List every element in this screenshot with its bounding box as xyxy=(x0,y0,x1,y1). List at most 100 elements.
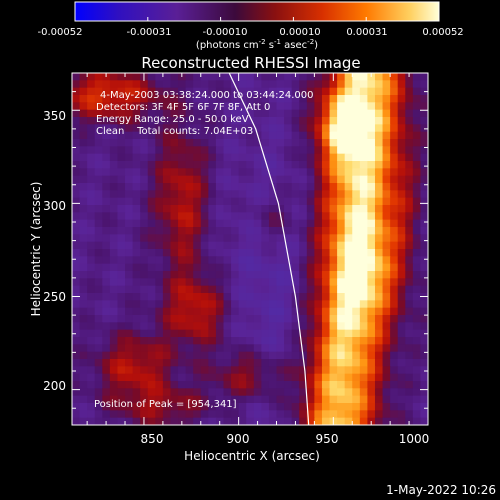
heatmap-cell xyxy=(79,381,88,389)
heatmap-cell xyxy=(193,197,202,206)
heatmap-cell xyxy=(170,300,179,309)
heatmap-cell xyxy=(321,219,331,228)
heatmap-cell xyxy=(170,395,179,404)
heatmap-cell xyxy=(268,381,278,389)
heatmap-cell xyxy=(102,337,111,345)
heatmap-cell xyxy=(321,271,331,279)
heatmap-cell xyxy=(155,329,164,338)
heatmap-cell xyxy=(367,300,376,309)
heatmap-cell xyxy=(382,351,391,360)
heatmap-cell xyxy=(208,153,217,162)
heatmap-cell xyxy=(215,359,225,367)
heatmap-cell xyxy=(314,131,323,140)
heatmap-cell xyxy=(367,117,376,125)
heatmap-cell xyxy=(132,329,141,338)
heatmap-cell xyxy=(79,410,88,419)
heatmap-cell xyxy=(420,337,428,345)
heatmap-cell xyxy=(299,87,308,96)
heatmap-cell xyxy=(170,131,179,140)
heatmap-cell xyxy=(132,131,141,140)
heatmap-cell xyxy=(284,241,293,250)
heatmap-cell xyxy=(367,153,376,162)
heatmap-cell xyxy=(337,131,346,140)
heatmap-cell xyxy=(94,403,103,411)
heatmap-cell xyxy=(162,161,172,169)
heatmap-cell xyxy=(390,117,399,125)
heatmap-cell xyxy=(72,175,81,184)
heatmap-cell xyxy=(306,139,315,147)
heatmap-cell xyxy=(261,249,270,257)
heatmap-cell xyxy=(109,168,119,177)
heatmap-cell xyxy=(238,329,247,338)
heatmap-cell xyxy=(306,395,315,404)
heatmap-cell xyxy=(238,87,247,96)
heatmap-cell xyxy=(420,351,428,360)
heatmap-cell xyxy=(367,403,376,411)
heatmap-cell xyxy=(390,87,399,96)
heatmap-cell xyxy=(390,395,399,404)
heatmap-cell xyxy=(359,212,368,221)
heatmap-cell xyxy=(185,212,194,221)
heatmap-cell xyxy=(344,410,353,419)
heatmap-cell xyxy=(276,381,285,389)
heatmap-cell xyxy=(132,234,141,243)
heatmap-cell xyxy=(299,197,308,206)
heatmap-cell xyxy=(185,124,194,133)
heatmap-cell xyxy=(246,183,255,191)
heatmap-cell xyxy=(268,234,278,243)
heatmap-cell xyxy=(223,278,232,287)
heatmap-cell xyxy=(390,73,399,81)
heatmap-cell xyxy=(359,109,368,118)
heatmap-cell xyxy=(284,285,293,294)
heatmap-cell xyxy=(170,329,179,338)
heatmap-cell xyxy=(306,234,315,243)
heatmap-cell xyxy=(140,307,149,316)
heatmap-cell xyxy=(329,403,338,411)
heatmap-cell xyxy=(352,80,361,89)
heatmap-cell xyxy=(329,109,338,118)
heatmap-cell xyxy=(238,307,247,316)
heatmap-cell xyxy=(155,124,164,133)
heatmap-cell xyxy=(238,388,247,397)
heatmap-cell xyxy=(72,139,81,147)
heatmap-cell xyxy=(405,139,414,147)
heatmap-cell xyxy=(284,337,293,345)
heatmap-cell xyxy=(200,124,209,133)
heatmap-cell xyxy=(397,109,406,118)
heatmap-cell xyxy=(329,212,338,221)
heatmap-cell xyxy=(140,322,149,331)
heatmap-cell xyxy=(193,300,202,309)
heatmap-cell xyxy=(246,73,255,81)
heatmap-cell xyxy=(405,395,414,404)
heatmap-cell xyxy=(306,329,315,338)
heatmap-cell xyxy=(344,124,353,133)
heatmap-cell xyxy=(147,366,156,375)
heatmap-cell xyxy=(147,139,156,147)
heatmap-cell xyxy=(374,234,384,243)
heatmap-cell xyxy=(382,183,391,191)
heatmap-cell xyxy=(87,359,96,367)
heatmap-cell xyxy=(87,146,96,155)
heatmap-cell xyxy=(147,359,156,367)
heatmap-cell xyxy=(352,212,361,221)
heatmap-cell xyxy=(306,168,315,177)
heatmap-cell xyxy=(79,212,88,221)
heatmap-cell xyxy=(109,124,119,133)
heatmap-cell xyxy=(268,263,278,272)
heatmap-cell xyxy=(299,227,308,235)
heatmap-cell xyxy=(291,388,300,397)
heatmap-cell xyxy=(291,403,300,411)
heatmap-cell xyxy=(253,80,262,89)
heatmap-cell xyxy=(405,322,414,331)
heatmap-cell xyxy=(87,80,96,89)
heatmap-cell xyxy=(72,344,81,353)
heatmap-cell xyxy=(321,102,331,111)
heatmap-cell xyxy=(344,263,353,272)
heatmap-cell xyxy=(223,212,232,221)
heatmap-cell xyxy=(238,161,247,169)
heatmap-cell xyxy=(344,219,353,228)
heatmap-cell xyxy=(223,322,232,331)
heatmap-cell xyxy=(170,344,179,353)
heatmap-cell xyxy=(117,73,126,81)
heatmap-cell xyxy=(147,183,156,191)
